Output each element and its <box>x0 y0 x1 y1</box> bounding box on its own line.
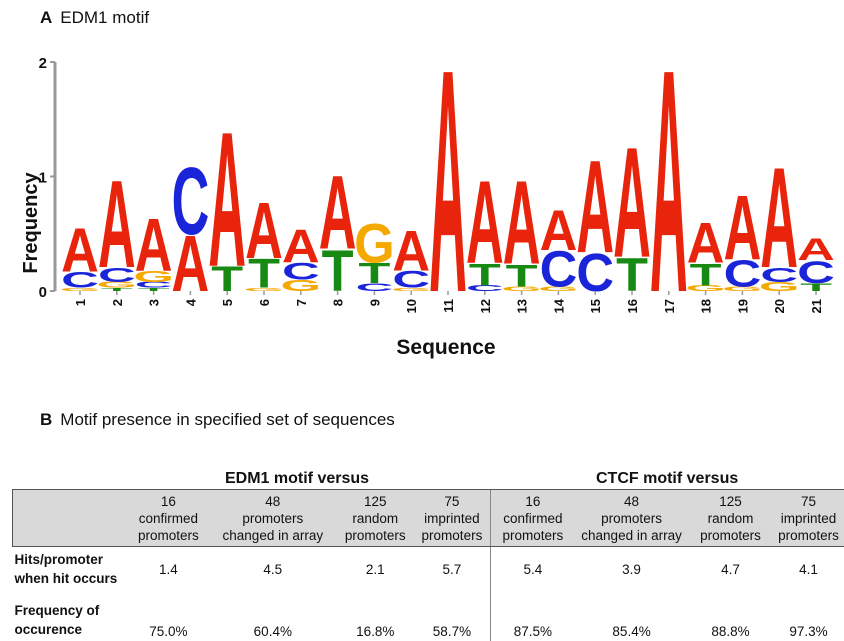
logo-letter-A: A <box>760 137 798 298</box>
x-tick-label: 9 <box>367 299 382 306</box>
table-corner-cell <box>13 490 128 547</box>
logo-letter-A: A <box>466 158 504 289</box>
y-tick-label: 0 <box>39 284 47 301</box>
logo-letter-A: A <box>319 154 357 272</box>
logo-letter-A: A <box>392 218 430 283</box>
logo-letter-A: A <box>724 175 762 278</box>
logo-letter-A: A <box>208 91 246 307</box>
logo-letter-C: C <box>172 148 210 255</box>
panel-a-title-text: EDM1 motif <box>60 8 149 27</box>
logo-letter-A: A <box>540 198 578 263</box>
table-cell: 5.4 <box>490 547 575 592</box>
y-tick-label: 2 <box>39 55 47 72</box>
panel-b-title-text: Motif presence in specified set of seque… <box>60 410 395 429</box>
x-tick-label: 21 <box>809 299 824 313</box>
logo-letter-A: A <box>61 216 99 285</box>
x-tick-label: 8 <box>331 299 346 306</box>
table-cell: 1.4 <box>127 547 209 592</box>
x-tick-label: 6 <box>257 299 272 306</box>
panel-a-letter: A <box>40 8 52 27</box>
x-tick-label: 16 <box>625 299 640 313</box>
x-tick-label: 17 <box>662 299 677 313</box>
x-tick-label: 1 <box>73 299 88 306</box>
logo-letter-A: A <box>503 156 541 289</box>
x-tick-label: 15 <box>588 299 603 313</box>
logo-letter-A: A <box>282 219 320 272</box>
x-tick-label: 3 <box>147 299 162 306</box>
logo-letter-A: A <box>98 156 136 294</box>
x-tick-label: 19 <box>735 299 750 313</box>
x-tick-label: 7 <box>294 299 309 306</box>
x-tick-label: 20 <box>772 299 787 313</box>
table-cell: 5.7 <box>414 547 490 592</box>
table-cell: 3.9 <box>575 547 688 592</box>
x-tick-label: 4 <box>183 298 198 306</box>
logo-letter-A: A <box>576 134 614 281</box>
panel-b-title: B Motif presence in specified set of sequ… <box>40 410 395 430</box>
x-tick-label: 18 <box>699 299 714 313</box>
table-cell: 2.1 <box>336 547 414 592</box>
x-tick-label: 5 <box>220 299 235 306</box>
x-tick-label: 14 <box>551 298 566 313</box>
logo-letter-G: G <box>354 213 395 275</box>
table-cell: 4.1 <box>773 547 844 592</box>
group-header-ctcf: CTCF motif versus <box>596 470 738 488</box>
logo-letter-A: A <box>245 187 283 276</box>
table-cell: 4.5 <box>209 547 336 592</box>
x-tick-label: 12 <box>478 299 493 313</box>
x-tick-label: 11 <box>441 299 456 313</box>
panel-b-letter: B <box>40 410 52 429</box>
x-tick-label: 2 <box>110 299 125 306</box>
group-header-edm1: EDM1 motif versus <box>225 470 369 488</box>
x-tick-label: 10 <box>404 299 419 313</box>
panel-a-title: A EDM1 motif <box>40 8 149 28</box>
x-tick-label: 13 <box>515 299 530 313</box>
logo-letter-A: A <box>687 210 725 275</box>
logo-letter-A: A <box>135 203 173 286</box>
x-axis-label: Sequence <box>396 336 495 359</box>
logo-letter-A: A <box>613 114 651 290</box>
y-axis-label: Frequency <box>20 172 42 274</box>
table-cell: 4.7 <box>688 547 773 592</box>
logo-letter-A: A <box>797 232 835 267</box>
